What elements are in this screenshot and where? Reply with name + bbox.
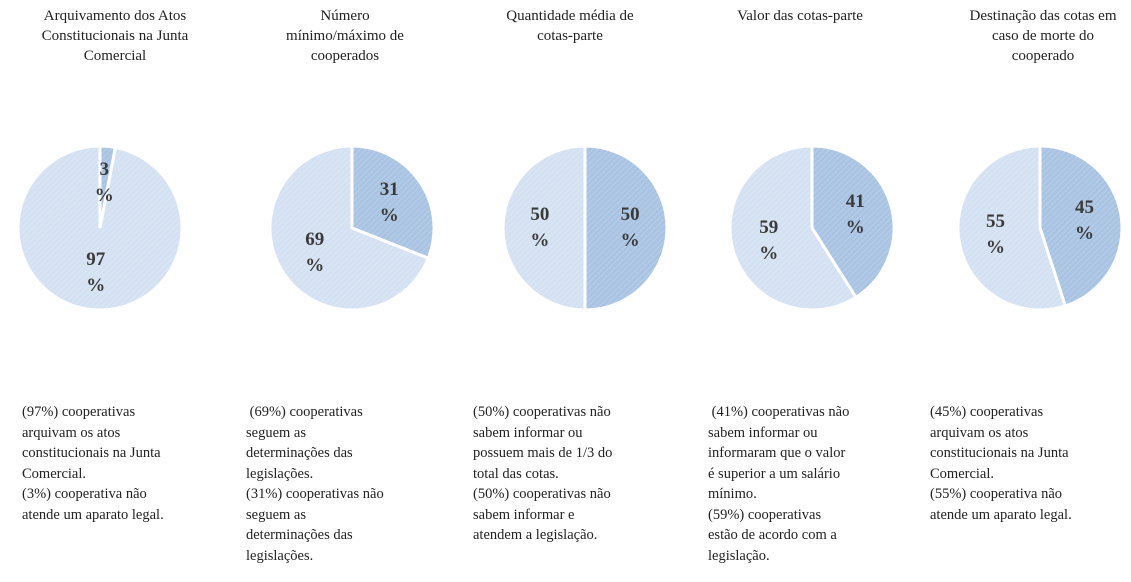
caption-line: sabem informar e: [473, 506, 575, 523]
chart-title: mínimo/máximo de: [286, 28, 404, 44]
caption-line: (59%) cooperativas: [708, 506, 822, 523]
caption-line: legislação.: [708, 547, 770, 564]
chart-title: Comercial: [83, 48, 147, 64]
data-label: 45 %: [1075, 196, 1095, 244]
caption-line: determinações das: [246, 527, 353, 543]
slice-texture: [503, 146, 585, 310]
caption-line: atendem a legislação.: [473, 527, 598, 543]
slice-texture: [270, 146, 429, 310]
caption-line: Comercial.: [930, 465, 995, 482]
data-label: 50 %: [620, 204, 640, 251]
chart-title: Constitucionais na Junta: [41, 28, 189, 44]
caption-line: seguem as: [246, 424, 306, 441]
caption-line: sabem informar ou: [708, 424, 818, 441]
slice-texture: [352, 146, 434, 259]
caption-line: constitucionais na Junta: [22, 445, 161, 461]
caption-line: estão de acordo com a: [708, 527, 837, 543]
data-label: 3 %: [94, 159, 114, 207]
chart-title: cooperados: [310, 48, 380, 64]
data-label: 50 %: [530, 204, 550, 251]
caption-line: possuem mais de 1/3 do: [473, 445, 613, 461]
chart-title: Valor das cotas-parte: [737, 8, 863, 24]
caption-line: (50%) cooperativas não: [473, 404, 611, 420]
chart-title: Número: [320, 8, 370, 24]
caption-line: Comercial.: [22, 465, 87, 482]
chart-title: Destinação das cotas em: [969, 8, 1117, 24]
caption-line: constitucionais na Junta: [930, 445, 1069, 461]
caption-line: (45%) cooperativas: [930, 404, 1044, 420]
caption-line: arquivam os atos: [930, 424, 1029, 441]
caption-line: sabem informar ou: [473, 424, 583, 441]
slice-texture: [957, 146, 1066, 310]
chart-title: caso de morte do: [991, 28, 1095, 44]
slice-texture: [1040, 146, 1122, 306]
caption-line: (97%) cooperativas: [22, 404, 136, 420]
data-label: 31 %: [379, 178, 399, 226]
caption-line: (69%) cooperativas: [246, 404, 363, 420]
slice-texture: [730, 146, 856, 310]
chart-title: Quantidade média de: [506, 8, 634, 24]
chart-title: cooperado: [1011, 48, 1075, 64]
caption-line: seguem as: [246, 506, 306, 523]
caption-line: atende um aparato legal.: [22, 506, 164, 523]
chart-title: cotas-parte: [537, 28, 603, 44]
data-label: 41 %: [845, 191, 865, 239]
caption-line: (55%) cooperativa não: [930, 486, 1063, 502]
caption-line: arquivam os atos: [22, 424, 121, 441]
caption-line: atende um aparato legal.: [930, 506, 1072, 523]
slice-texture: [585, 146, 667, 310]
caption-line: informaram que o valor: [708, 445, 846, 461]
caption-line: (31%) cooperativas não: [246, 486, 384, 502]
data-label: 55 %: [985, 211, 1005, 259]
data-label: 97 %: [86, 248, 106, 296]
caption-line: total das cotas.: [473, 465, 559, 482]
data-label: 59 %: [759, 216, 779, 264]
caption-line: (41%) cooperativas não: [708, 404, 850, 420]
chart-title: Arquivamento dos Atos: [43, 8, 187, 24]
caption-line: (3%) cooperativa não: [22, 486, 147, 502]
caption-line: legislações.: [246, 465, 314, 482]
caption-line: determinações das: [246, 445, 353, 461]
data-label: 69 %: [305, 229, 325, 277]
caption-line: (50%) cooperativas não: [473, 486, 611, 502]
caption-line: é superior a um salário: [708, 465, 841, 482]
caption-line: mínimo.: [708, 486, 757, 502]
caption-line: legislações.: [246, 547, 314, 564]
slice-texture: [18, 146, 183, 311]
